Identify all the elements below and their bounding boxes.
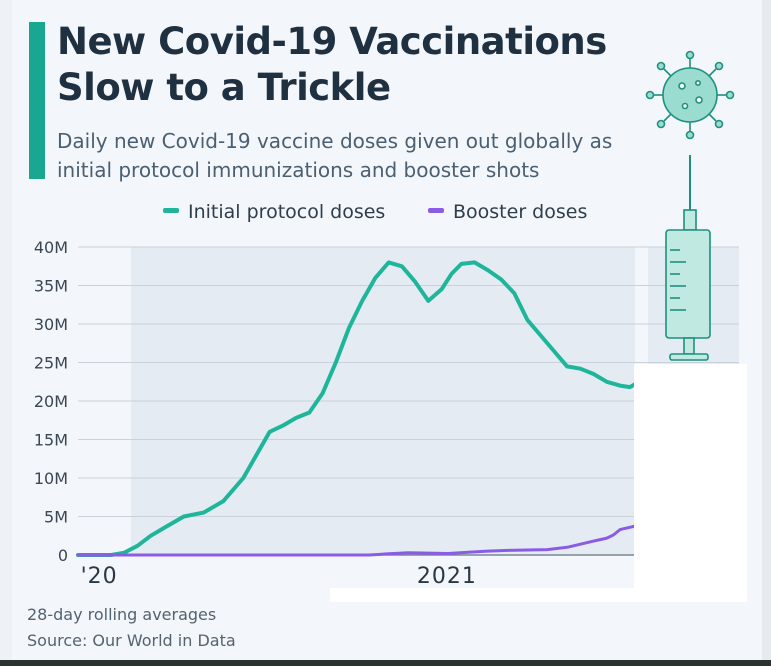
bottom-strip bbox=[0, 660, 771, 666]
chart-subtitle: Daily new Covid-19 vaccine doses given o… bbox=[57, 129, 613, 182]
syringe-icon bbox=[665, 155, 711, 361]
y-tick-label: 35M bbox=[34, 277, 68, 296]
legend-swatch-booster bbox=[428, 208, 444, 213]
y-tick-label: 5M bbox=[44, 508, 68, 527]
y-tick-label: 20M bbox=[34, 392, 68, 411]
y-tick-label: 0 bbox=[58, 546, 68, 565]
footer-source: Source: Our World in Data bbox=[27, 631, 236, 650]
legend-label-initial: Initial protocol doses bbox=[188, 201, 386, 223]
y-tick-label: 25M bbox=[34, 354, 68, 373]
blank-overlay-strip bbox=[330, 588, 640, 602]
y-tick-label: 10M bbox=[34, 469, 68, 488]
title-accent-bar bbox=[29, 22, 45, 179]
legend-item-initial: Initial protocol doses bbox=[163, 201, 385, 223]
y-tick-label: 40M bbox=[34, 238, 68, 257]
virus-icon bbox=[645, 50, 735, 140]
page-edge bbox=[762, 0, 771, 660]
blank-overlay bbox=[634, 364, 747, 602]
initial-protocol-line bbox=[76, 260, 644, 557]
booster-line bbox=[76, 523, 644, 557]
y-tick-label: 15M bbox=[34, 431, 68, 450]
legend-item-booster: Booster doses bbox=[428, 201, 587, 223]
legend-label-booster: Booster doses bbox=[453, 201, 588, 223]
series-lines bbox=[76, 260, 644, 557]
y-tick-label: 30M bbox=[34, 315, 68, 334]
chart-title: New Covid-19 Vaccinations Slow to a Tric… bbox=[57, 20, 607, 109]
x-axis-ticks: '20 2021 bbox=[81, 564, 477, 589]
footer-note: 28-day rolling averages bbox=[27, 605, 217, 624]
x-tick-label: 2021 bbox=[417, 564, 477, 589]
x-tick-label: '20 bbox=[81, 564, 118, 589]
legend-swatch-initial bbox=[163, 208, 179, 213]
y-axis-ticks: 0 5M 10M 15M 20M 25M 30M 35M 40M bbox=[34, 238, 68, 565]
